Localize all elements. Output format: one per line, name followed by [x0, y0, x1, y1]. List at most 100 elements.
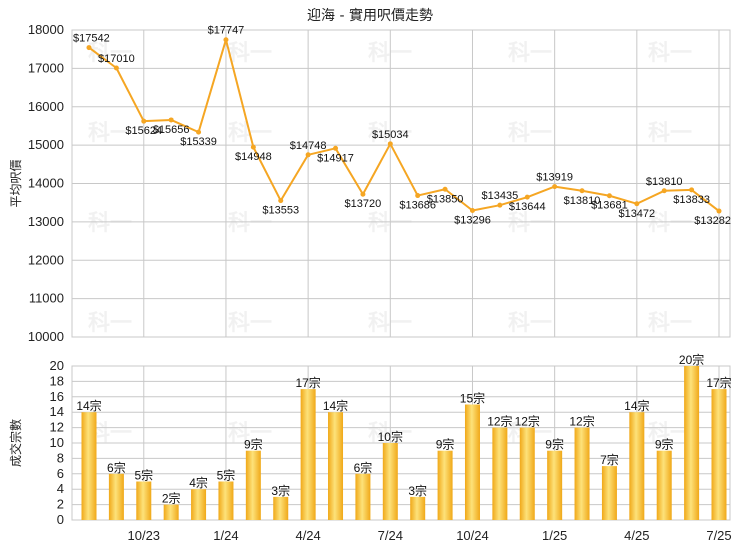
volume-data-label: 5宗 [134, 468, 153, 483]
volume-bar [355, 473, 371, 520]
volume-bar [163, 504, 179, 520]
volume-bar [300, 389, 316, 520]
x-tick-label: 4/24 [295, 528, 320, 543]
y-tick-label: 12 [50, 420, 64, 435]
y-tick-label: 18 [50, 373, 64, 388]
price-line-panel: 10000 11000 12000 13000 14000 15000 16000 17000… [9, 22, 731, 344]
y-tick-label: 10000 [28, 329, 64, 344]
price-data-label: $13472 [618, 208, 655, 220]
y-tick-label: 11000 [29, 291, 64, 306]
price-point [141, 118, 147, 124]
x-tick-label: 10/24 [456, 528, 489, 543]
volume-bar [519, 427, 535, 520]
price-point [168, 117, 174, 123]
y-tick-label: 8 [57, 450, 64, 465]
volume-bar [81, 412, 97, 520]
volume-bar [136, 481, 152, 520]
volume-data-label: 6宗 [107, 460, 126, 475]
y-axis-label: 成交宗數 [8, 419, 23, 467]
volume-bar [328, 412, 344, 520]
price-data-label: $17747 [208, 25, 245, 37]
price-data-label: $13282 [694, 215, 731, 227]
y-tick-label: 13000 [28, 214, 64, 229]
y-tick-label: 12000 [28, 252, 64, 267]
price-data-label: $15034 [372, 129, 409, 141]
price-point [716, 208, 722, 214]
price-data-label: $13720 [345, 198, 382, 210]
price-point [250, 144, 256, 150]
volume-bar [410, 496, 426, 520]
volume-data-label: 4宗 [189, 475, 208, 490]
price-data-label: $17542 [73, 33, 110, 45]
y-tick-label: 10 [50, 435, 64, 450]
volume-data-label: 9宗 [244, 437, 263, 452]
price-point [634, 201, 640, 207]
price-point [86, 45, 92, 51]
volume-data-label: 10宗 [378, 429, 403, 444]
price-point [606, 193, 612, 199]
price-point [579, 188, 585, 194]
watermark-text: 科一 [88, 211, 132, 236]
volume-data-label: 3宗 [408, 483, 427, 498]
price-data-label: $13810 [646, 176, 683, 188]
price-data-label: $13296 [454, 215, 491, 227]
chart-title: 迎海 - 實用呎價走勢 [307, 7, 433, 24]
volume-data-label: 12宗 [569, 414, 594, 429]
price-data-label: $15656 [153, 124, 190, 136]
price-point [387, 141, 393, 147]
volume-bar [218, 481, 234, 520]
watermark-text: 科一 [648, 121, 692, 146]
x-tick-label: 1/25 [542, 528, 567, 543]
volume-bar [684, 366, 700, 520]
price-data-label: $13686 [399, 200, 436, 212]
price-data-label: $14917 [317, 152, 354, 164]
y-tick-label: 16000 [28, 99, 64, 114]
watermark-text: 科一 [228, 421, 272, 446]
price-point [552, 184, 558, 190]
watermark-text: 科一 [648, 211, 692, 236]
price-data-label: $13850 [427, 193, 464, 205]
volume-bar [492, 427, 508, 520]
volume-bar [273, 496, 289, 520]
price-point [661, 188, 667, 194]
volume-data-label: 17宗 [295, 375, 320, 390]
price-data-label: $17010 [98, 53, 135, 65]
y-tick-label: 20 [50, 358, 64, 373]
volume-data-label: 14宗 [624, 398, 649, 413]
volume-bar [245, 450, 261, 520]
x-tick-label: 1/24 [213, 528, 238, 543]
volume-data-label: 9宗 [545, 437, 564, 452]
price-point [223, 37, 229, 43]
price-data-label: $13435 [482, 190, 519, 202]
price-data-label: $13553 [262, 205, 299, 217]
watermark-text: 科一 [228, 211, 272, 236]
volume-data-label: 17宗 [706, 375, 731, 390]
price-data-label: $13644 [509, 201, 546, 213]
volume-bar [656, 450, 672, 520]
x-tick-label: 7/25 [706, 528, 731, 543]
volume-bar [629, 412, 645, 520]
y-tick-label: 6 [57, 466, 64, 481]
volume-data-label: 14宗 [323, 398, 348, 413]
x-tick-label: 7/24 [378, 528, 403, 543]
y-tick-label: 14 [50, 404, 64, 419]
price-point [278, 198, 284, 204]
price-point [305, 152, 311, 158]
price-point [415, 193, 421, 199]
price-data-label: $15339 [180, 136, 217, 148]
watermark-text: 科一 [228, 41, 272, 66]
price-point [497, 202, 503, 208]
watermark-text: 科一 [508, 121, 552, 146]
watermark-text: 科一 [508, 211, 552, 236]
volume-bar [711, 389, 727, 520]
volume-data-label: 2宗 [162, 491, 181, 506]
price-data-label: $13919 [536, 172, 573, 184]
x-tick-label: 4/25 [624, 528, 649, 543]
volume-bar [574, 427, 590, 520]
volume-bar [464, 404, 480, 520]
price-line [88, 38, 720, 212]
volume-data-label: 12宗 [487, 414, 512, 429]
price-point [469, 208, 475, 214]
volume-data-label: 5宗 [217, 468, 236, 483]
